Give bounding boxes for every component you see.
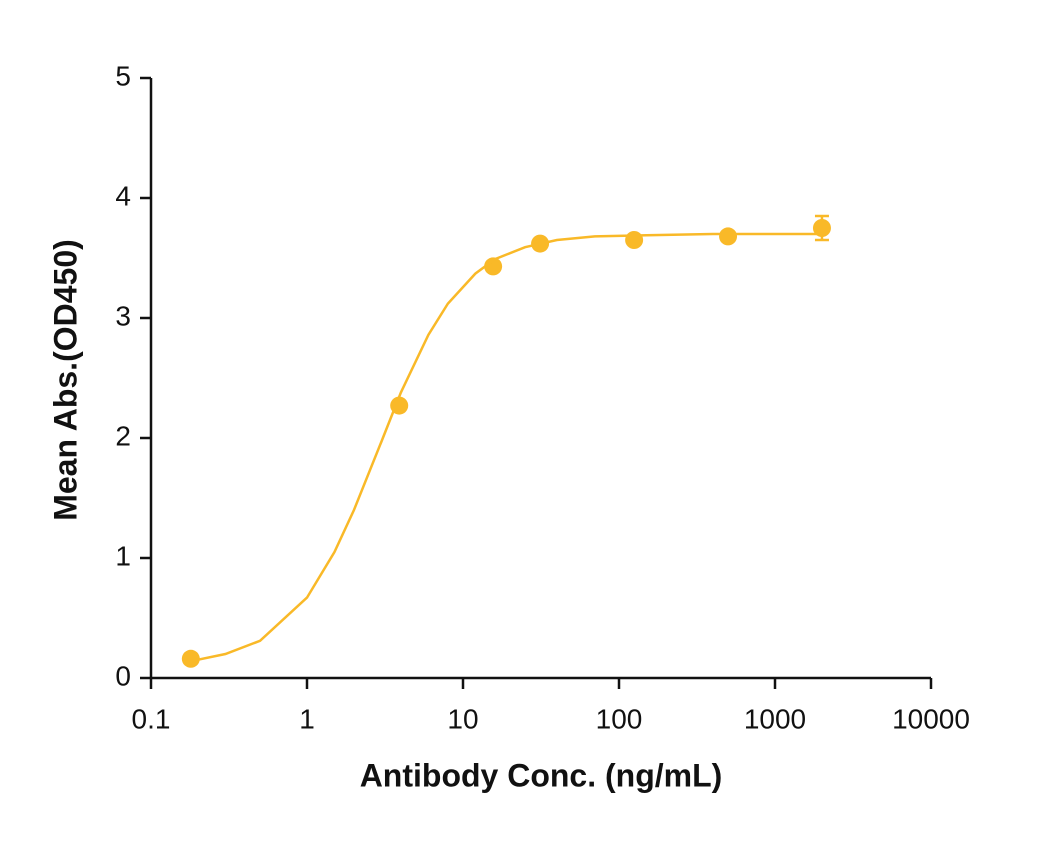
data-point	[719, 227, 738, 246]
data-point	[812, 219, 831, 237]
x-tick-label: 10	[447, 703, 478, 734]
y-tick-label: 1	[115, 540, 131, 571]
y-axis-title: Mean Abs.(OD450)	[47, 239, 83, 521]
x-tick-label: 0.1	[132, 703, 171, 734]
x-tick-label: 1	[299, 703, 315, 734]
y-tick-label: 5	[115, 60, 131, 91]
data-point	[484, 257, 503, 276]
data-point	[181, 649, 200, 668]
x-axis-title: Antibody Conc. (ng/mL)	[360, 757, 723, 793]
y-tick-label: 3	[115, 300, 131, 331]
fit-curve	[190, 232, 822, 663]
x-tick-label: 10000	[892, 703, 970, 734]
y-tick-label: 4	[115, 180, 131, 211]
x-tick-label: 1000	[744, 703, 806, 734]
y-tick-label: 2	[115, 420, 131, 451]
x-tick-label: 100	[596, 703, 643, 734]
y-tick-label: 0	[115, 660, 131, 691]
data-point	[625, 231, 644, 249]
